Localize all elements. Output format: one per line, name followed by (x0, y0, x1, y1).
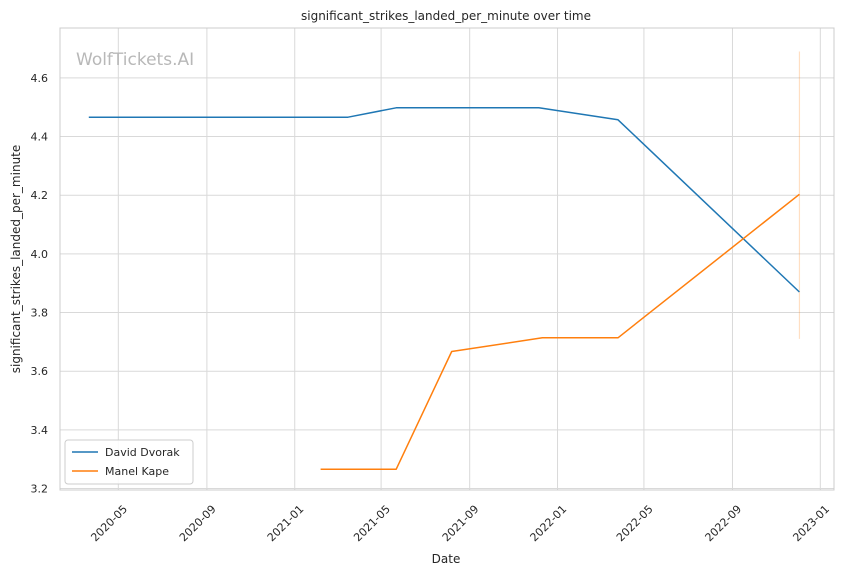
x-tick-label: 2020-09 (177, 503, 219, 545)
x-tick-label: 2022-05 (614, 503, 656, 545)
x-tick-labels: 2020-05 2020-09 2021-01 2021-05 2021-09 2022-… (88, 503, 832, 545)
series-lines (88, 107, 800, 470)
y-tick-label: 3.2 (31, 483, 49, 496)
watermark: WolfTickets.AI (76, 50, 194, 70)
x-tick-label: 2021-09 (440, 503, 482, 545)
legend-label-david-dvorak: David Dvorak (105, 446, 180, 459)
y-tick-label: 4.4 (31, 131, 49, 144)
y-tick-label: 3.4 (31, 424, 49, 437)
plot-area (59, 27, 835, 491)
y-tick-label: 3.6 (31, 365, 49, 378)
x-axis-label: Date (432, 552, 461, 566)
grid-lines (60, 28, 834, 490)
x-tick-label: 2023-01 (790, 503, 832, 545)
x-tick-label: 2021-05 (351, 503, 393, 545)
legend: David Dvorak Manel Kape (64, 439, 194, 485)
y-tick-label: 4.6 (31, 72, 49, 85)
y-axis-label: significant_strikes_landed_per_minute (9, 145, 23, 374)
x-tick-label: 2021-01 (265, 503, 307, 545)
series-line-manel-kape (320, 193, 800, 470)
y-tick-labels: 3.2 3.4 3.6 3.8 4.0 4.2 4.4 4.6 (31, 72, 49, 496)
y-tick-label: 4.2 (31, 189, 49, 202)
x-tick-label: 2022-09 (703, 503, 745, 545)
y-tick-label: 3.8 (31, 307, 49, 320)
legend-box (64, 439, 194, 485)
chart-title: significant_strikes_landed_per_minute ov… (301, 9, 591, 23)
x-tick-label: 2022-01 (528, 503, 570, 545)
y-tick-label: 4.0 (31, 248, 49, 261)
series-line-david-dvorak (88, 107, 800, 293)
legend-label-manel-kape: Manel Kape (105, 465, 169, 478)
x-tick-label: 2020-05 (88, 503, 130, 545)
